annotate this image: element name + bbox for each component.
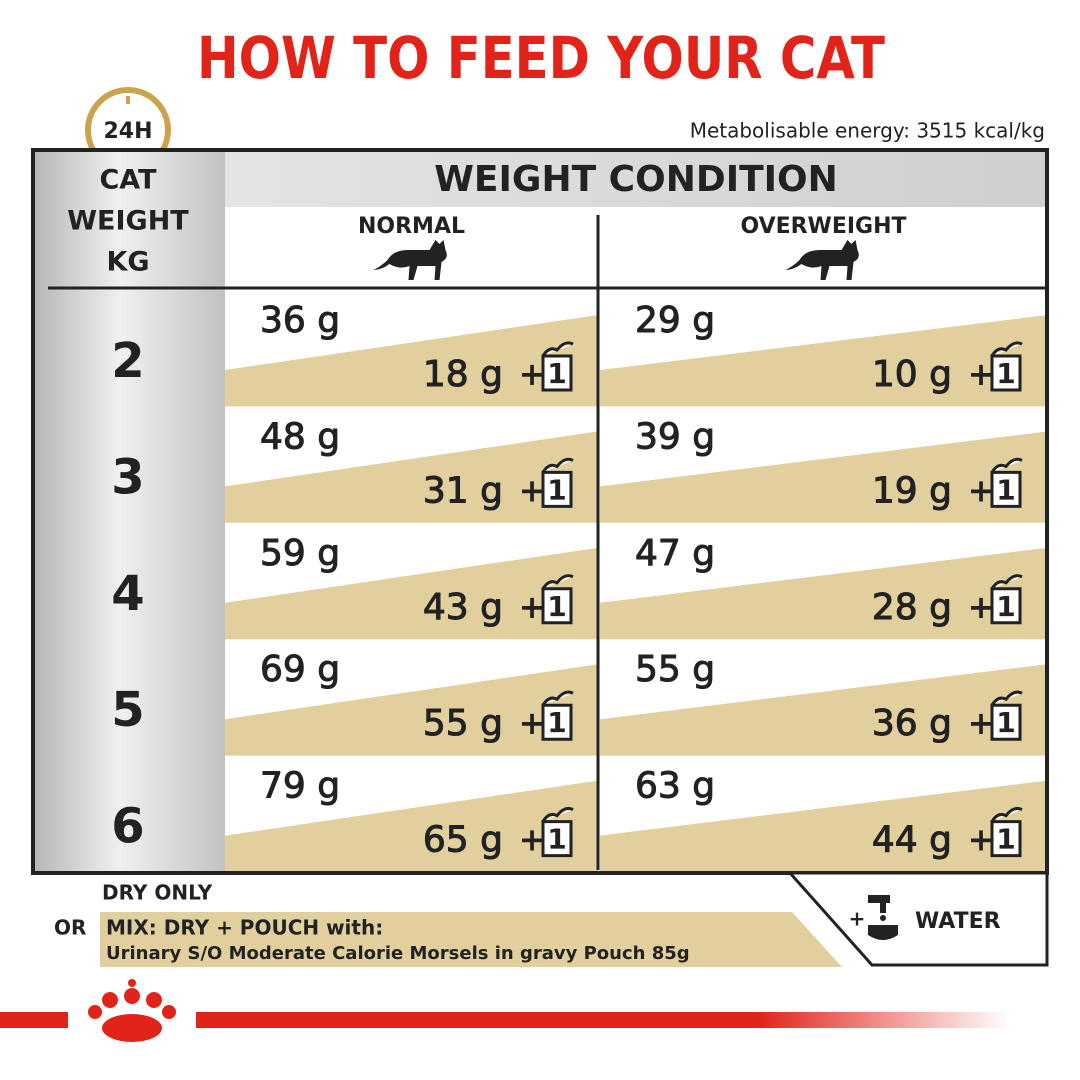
cat-weight: 5 [111, 682, 144, 738]
plus: + [849, 907, 866, 931]
mix-amount: 44 g [872, 820, 952, 861]
plus: + [519, 588, 546, 626]
dry-amount: 36 g [260, 300, 340, 341]
mix-amount: 36 g [872, 703, 952, 744]
pouch-count: 1 [547, 706, 566, 739]
weight-header: CAT [99, 165, 157, 196]
dry-amount: 59 g [260, 533, 340, 574]
plus: + [519, 355, 546, 393]
mix-band [600, 315, 1047, 407]
mix-band [225, 547, 598, 640]
mix-band [225, 315, 598, 407]
plus: + [519, 704, 546, 742]
plus: + [519, 821, 546, 859]
weight-column [33, 150, 225, 873]
condition-band [225, 150, 1047, 207]
column-header: OVERWEIGHT [740, 214, 906, 239]
mix-amount: 65 g [423, 820, 503, 861]
plus: + [968, 471, 995, 509]
mix-band [225, 780, 598, 872]
mix-amount: 43 g [423, 587, 503, 628]
mix-amount: 19 g [872, 470, 952, 511]
badge: 24H [103, 119, 152, 144]
mix-amount: 28 g [872, 587, 952, 628]
mix-band [600, 431, 1047, 523]
water-icon [868, 895, 898, 940]
title: HOW TO FEED YOUR CAT [197, 24, 885, 92]
mix-band [600, 547, 1047, 640]
plus: + [519, 471, 546, 509]
mix-band [225, 431, 598, 523]
pouch-icon [541, 806, 574, 858]
mix-amount: 31 g [423, 470, 503, 511]
pouch-icon [541, 341, 574, 392]
dry-amount: 69 g [260, 649, 340, 690]
cat-weight: 3 [111, 449, 144, 505]
pouch-icon [541, 457, 574, 508]
pouch-count: 1 [996, 706, 1015, 739]
condition-header: WEIGHT CONDITION [434, 159, 838, 200]
pouch-name: Urinary S/O Moderate Calorie Morsels in … [106, 943, 690, 964]
dry-amount: 47 g [635, 533, 715, 574]
column-header: NORMAL [358, 214, 465, 239]
weight-header: KG [106, 247, 149, 278]
pouch-count: 1 [996, 590, 1015, 623]
pouch-icon [990, 690, 1023, 741]
mix-band [600, 664, 1047, 756]
pouch-count: 1 [996, 473, 1015, 506]
or: OR [54, 916, 86, 940]
mix-amount: 10 g [872, 354, 952, 395]
pouch-count: 1 [547, 823, 566, 856]
pouch-icon [541, 574, 574, 625]
footer: DRY ONLY OR MIX: DRY + POUCH with: Urina… [54, 871, 1049, 967]
pouch-count: 1 [547, 357, 566, 390]
dry-amount: 63 g [635, 766, 715, 807]
pouch-count: 1 [996, 357, 1015, 390]
mix-amount: 18 g [423, 354, 503, 395]
brand-bar [0, 979, 1010, 1050]
dry-amount: 29 g [635, 300, 715, 341]
pouch-icon [541, 690, 574, 741]
dry-amount: 55 g [635, 649, 715, 690]
plus: + [968, 821, 995, 859]
cat-weight: 2 [111, 333, 144, 389]
plus: + [968, 704, 995, 742]
pouch-count: 1 [547, 590, 566, 623]
water: WATER [915, 909, 1001, 934]
cat-icon [785, 240, 859, 280]
plus: + [968, 588, 995, 626]
mix: MIX: DRY + POUCH with: [106, 916, 383, 940]
energy: Metabolisable energy: 3515 kcal/kg [690, 119, 1045, 143]
cat-weight: 4 [111, 566, 144, 622]
pouch-icon [990, 806, 1023, 858]
cat-icon [373, 240, 447, 280]
dry-amount: 39 g [635, 416, 715, 457]
dry-amount: 79 g [260, 766, 340, 807]
pouch-icon [990, 457, 1023, 508]
pouch-count: 1 [996, 823, 1015, 856]
weight-header: WEIGHT [67, 206, 189, 237]
plus: + [968, 355, 995, 393]
mix-band [225, 664, 598, 756]
cat-weight: 6 [111, 799, 144, 855]
pouch-count: 1 [547, 473, 566, 506]
dry-amount: 48 g [260, 416, 340, 457]
pouch-icon [990, 341, 1023, 392]
dry-only: DRY ONLY [102, 881, 213, 905]
mix-amount: 55 g [423, 703, 503, 744]
pouch-icon [990, 574, 1023, 625]
mix-band [600, 780, 1047, 872]
table-frame [31, 148, 1049, 875]
rows: CAT WEIGHT KG NORMAL OVERWEIGHT 36 g 18 g +1 29 … [67, 165, 1047, 872]
